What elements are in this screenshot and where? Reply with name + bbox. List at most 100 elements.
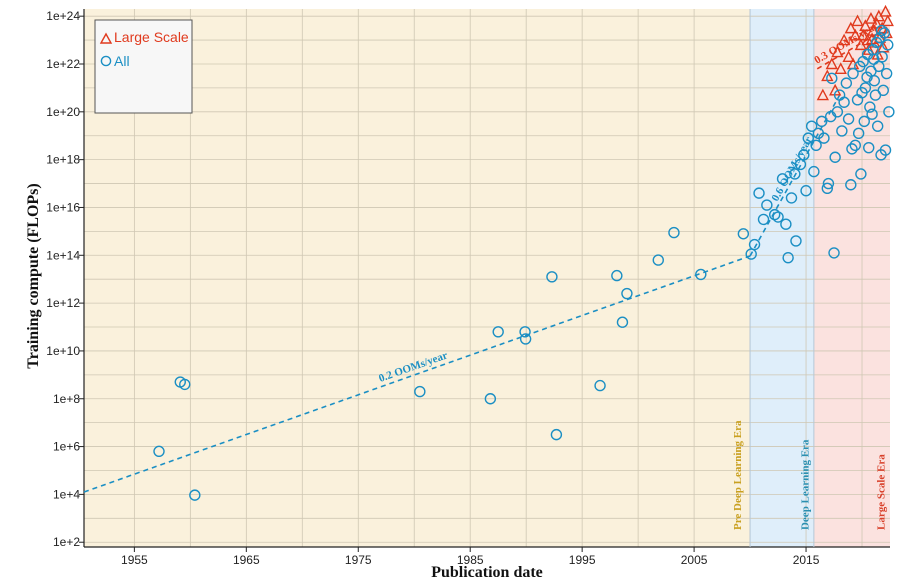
all-point <box>800 185 812 197</box>
all-point <box>840 77 853 89</box>
large-scale-point <box>849 28 862 41</box>
all-point <box>546 271 558 283</box>
all-point <box>877 84 889 96</box>
y-tick-label: 1e+16 <box>46 200 80 214</box>
x-tick-label: 1975 <box>345 553 372 567</box>
all-point <box>868 53 880 65</box>
all-point <box>785 192 798 204</box>
large-scale-point <box>879 4 892 17</box>
all-point <box>876 51 888 63</box>
x-tick-label: 1985 <box>457 553 484 567</box>
y-tick-label: 1e+22 <box>46 57 80 71</box>
era-band-1 <box>750 9 814 547</box>
x-tick-label: 1955 <box>121 553 148 567</box>
x-tick-label: 2015 <box>793 553 820 567</box>
all-point <box>818 132 830 144</box>
all-point <box>808 165 820 178</box>
all-point <box>879 144 892 156</box>
all-point <box>861 71 873 83</box>
all-point <box>852 127 865 140</box>
large-scale-point <box>816 88 829 101</box>
all-point <box>868 75 881 87</box>
era-backgrounds <box>84 9 890 547</box>
all-point <box>864 101 876 113</box>
all-point <box>822 177 835 190</box>
all-point <box>845 179 857 191</box>
large-scale-point <box>864 12 878 24</box>
trend-line-1 <box>749 94 841 257</box>
all-point <box>829 151 841 163</box>
y-tick-label: 1e+12 <box>46 296 80 310</box>
all-point <box>790 235 802 247</box>
trend-line-0 <box>83 255 751 493</box>
large-scale-point <box>837 33 851 46</box>
y-tick-label: 1e+8 <box>53 392 80 406</box>
all-point <box>594 379 606 392</box>
all-point <box>858 115 870 128</box>
all-point <box>831 106 844 118</box>
large-scale-point <box>851 14 864 27</box>
x-tick-label: 1965 <box>233 553 260 567</box>
y-tick-label: 1e+10 <box>46 344 80 358</box>
x-tick-label: 2005 <box>681 553 708 567</box>
all-point <box>789 168 801 180</box>
era-label-1: Deep Learning Era <box>799 439 811 530</box>
large-scale-point <box>861 33 874 46</box>
y-tick-label: 1e+20 <box>46 105 80 119</box>
era-label-0: Pre Deep Learning Era <box>732 420 744 530</box>
all-point <box>842 113 855 125</box>
all-point <box>871 120 884 132</box>
x-tick-label: 1995 <box>569 553 596 567</box>
large-scale-point <box>844 21 857 34</box>
y-axis-title: Training compute (FLOPs) <box>25 183 42 368</box>
y-tick-label: 1e+24 <box>46 9 80 23</box>
legend: Large Scale All <box>94 19 193 114</box>
all-point <box>519 326 531 338</box>
all-point <box>805 120 818 132</box>
all-point <box>859 82 872 94</box>
all-point <box>753 187 765 199</box>
all-point <box>414 385 426 398</box>
all-point <box>875 24 888 37</box>
large-scale-point <box>881 14 894 27</box>
all-point <box>492 326 504 338</box>
all-point <box>550 428 563 441</box>
large-scale-point <box>825 57 838 70</box>
all-point <box>880 67 893 80</box>
all-point <box>695 268 707 281</box>
all-point <box>772 211 784 223</box>
all-point <box>780 218 792 230</box>
all-point <box>748 238 761 251</box>
large-scale-point <box>870 16 883 29</box>
all-point <box>849 139 861 151</box>
all-point <box>866 108 878 120</box>
y-tick-label: 1e+2 <box>53 535 80 549</box>
all-point <box>828 247 840 259</box>
all-point <box>768 208 781 221</box>
data-points <box>153 4 895 501</box>
era-labels: Pre Deep Learning Era Deep Learning Era La… <box>732 420 887 530</box>
all-point <box>519 333 532 345</box>
all-point <box>863 141 875 154</box>
all-point <box>846 143 858 155</box>
y-tick-label: 1e+4 <box>53 487 80 501</box>
all-point <box>757 213 770 226</box>
legend-label-large-scale: Large Scale <box>114 29 189 45</box>
all-point <box>810 139 822 151</box>
all-point <box>836 125 848 137</box>
all-point <box>802 132 814 144</box>
all-point <box>179 378 191 391</box>
all-point <box>776 173 789 185</box>
all-point <box>153 445 165 458</box>
all-point <box>621 287 633 300</box>
all-point <box>878 27 891 39</box>
all-point <box>883 106 895 118</box>
all-point <box>737 228 750 240</box>
all-point <box>838 96 850 108</box>
legend-box <box>94 19 193 114</box>
y-tick-label: 1e+6 <box>53 440 80 454</box>
all-point <box>189 489 201 501</box>
all-point <box>798 149 810 161</box>
large-scale-point <box>859 19 872 31</box>
